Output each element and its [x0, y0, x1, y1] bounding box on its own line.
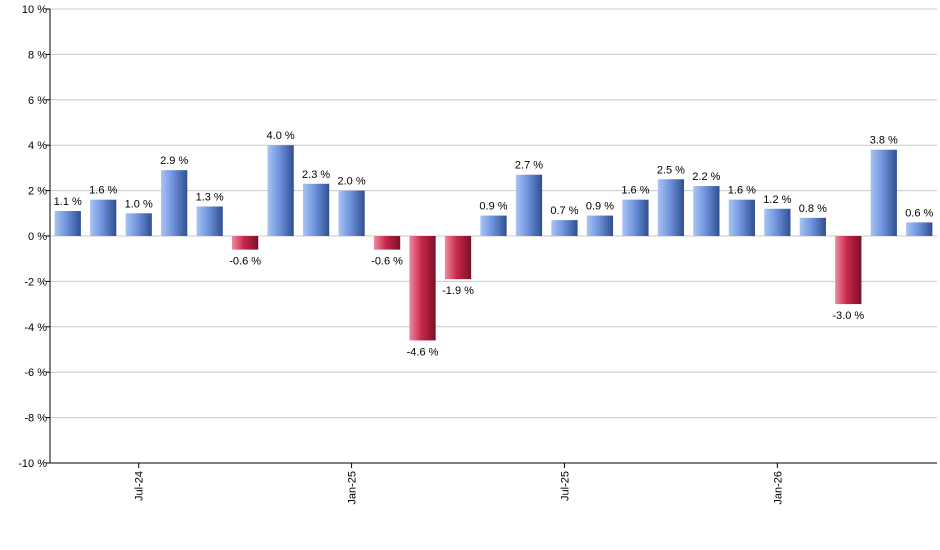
data-label: 1.3 %: [196, 191, 224, 203]
bar: [551, 220, 578, 236]
data-label: 1.6 %: [728, 185, 756, 197]
bar: [799, 217, 826, 236]
data-label: 2.5 %: [657, 164, 685, 176]
data-label: 0.9 %: [479, 201, 507, 213]
data-label: 2.3 %: [302, 169, 330, 181]
y-tick-label: -6 %: [24, 367, 47, 379]
y-tick-label: -4 %: [24, 322, 47, 334]
bar: [338, 190, 365, 236]
bar: [161, 170, 188, 236]
bars: [54, 145, 933, 341]
bar: [764, 208, 791, 236]
data-label: -0.6 %: [371, 256, 403, 268]
data-labels: 1.1 % 1.6 % 1.0 % 2.9 % 1.3 % -0.6 % 4.0 % 2.3 …: [54, 130, 934, 358]
data-label: -4.6 %: [407, 346, 439, 358]
data-label: -1.9 %: [442, 285, 474, 297]
y-tick-label: 0 %: [28, 231, 47, 243]
data-label: 2.2 %: [692, 171, 720, 183]
data-label: 4.0 %: [267, 130, 295, 142]
x-tick-label: Jul-25: [559, 471, 571, 501]
bar: [90, 199, 117, 236]
y-tick-label: 6 %: [28, 95, 47, 107]
y-tick-label: 2 %: [28, 186, 47, 198]
y-tick-label: 4 %: [28, 140, 47, 152]
x-tick-label: Jan-25: [347, 471, 359, 505]
x-tick-label: Jul-24: [134, 471, 146, 501]
data-label: 0.8 %: [799, 203, 827, 215]
axes: 10 % 8 % 6 % 4 % 2 % 0 % -2 % -4 % -6 % -8 % -10 %…: [18, 4, 937, 505]
bar: [515, 174, 543, 236]
bar: [728, 199, 755, 236]
bar: [232, 236, 259, 250]
data-label: 2.0 %: [338, 176, 366, 188]
bar: [125, 213, 152, 236]
data-label: 0.6 %: [905, 207, 933, 219]
data-label: 1.1 %: [54, 196, 82, 208]
bar: [409, 236, 436, 341]
bar: [373, 236, 401, 250]
x-tick-label: Jan-26: [772, 471, 784, 505]
data-label: 1.6 %: [621, 185, 649, 197]
bar: [267, 145, 294, 236]
data-label: 3.8 %: [870, 135, 898, 147]
bar: [196, 206, 223, 236]
y-tick-label: 10 %: [22, 4, 47, 16]
data-label: -0.6 %: [229, 256, 261, 268]
data-label: 2.7 %: [515, 160, 543, 172]
bar: [835, 236, 862, 305]
data-label: 1.6 %: [89, 185, 117, 197]
bar: [302, 183, 330, 236]
bar: [906, 222, 933, 236]
bar: [586, 215, 614, 236]
y-tick-label: 8 %: [28, 49, 47, 61]
data-label: 1.2 %: [763, 194, 791, 206]
data-label: 1.0 %: [125, 198, 153, 210]
bar: [693, 186, 720, 236]
bar: [657, 179, 685, 236]
y-tick-label: -10 %: [18, 458, 47, 470]
y-tick-label: -8 %: [24, 413, 47, 425]
y-tick-label: -2 %: [24, 276, 47, 288]
bar: [870, 149, 897, 236]
bar: [444, 236, 472, 280]
bar: [480, 215, 507, 236]
data-label: 0.7 %: [550, 205, 578, 217]
data-label: 2.9 %: [160, 155, 188, 167]
data-label: 0.9 %: [586, 201, 614, 213]
data-label: -3.0 %: [832, 310, 864, 322]
bar: [54, 211, 81, 236]
bar: [622, 199, 649, 236]
